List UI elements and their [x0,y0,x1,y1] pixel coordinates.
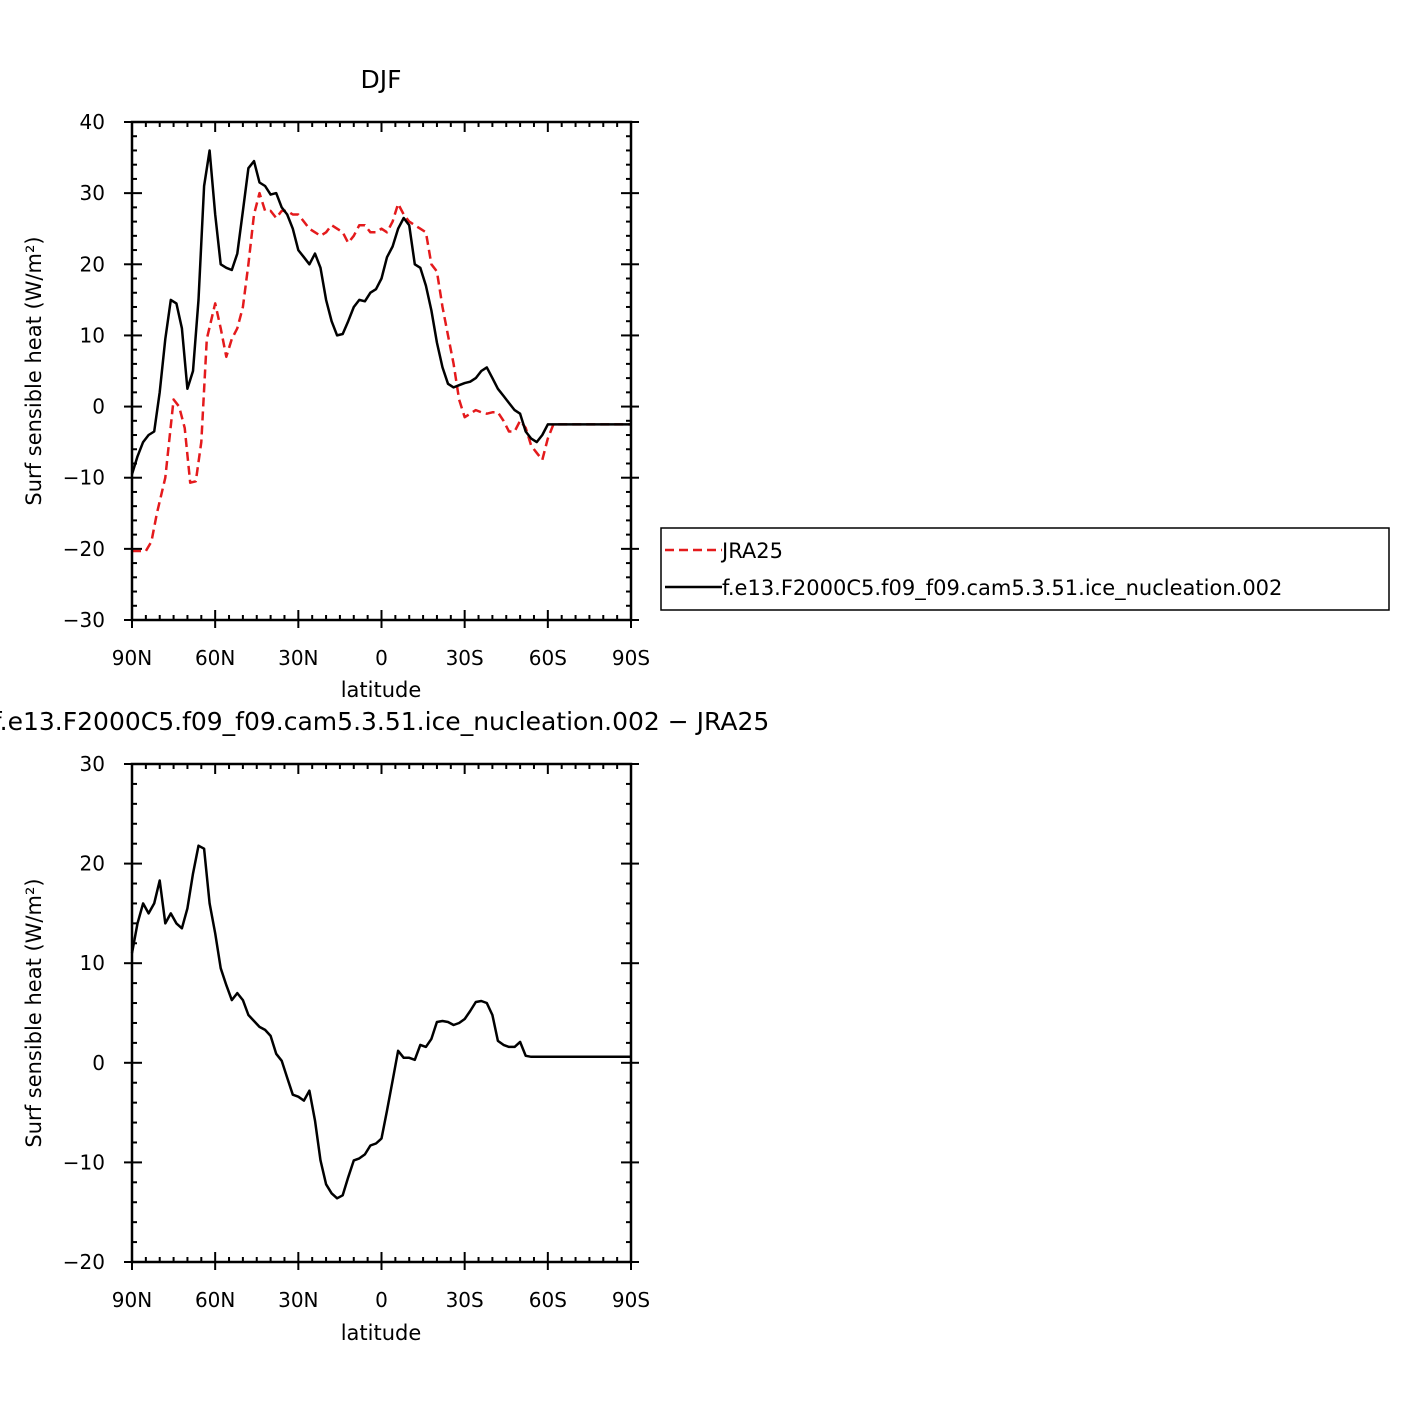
y-tick-label: 10 [80,951,105,975]
y-tick-label: −20 [63,1250,105,1274]
x-tick-label: 60S [529,1288,567,1312]
y-tick-label: 40 [80,110,105,134]
x-tick-label: 30S [446,646,484,670]
x-tick-label: 0 [375,646,388,670]
x-axis-label: latitude [341,678,422,702]
x-tick-label: 90S [612,1288,650,1312]
x-tick-label: 90N [112,1288,152,1312]
series-line-0 [132,191,631,553]
x-tick-label: 30N [278,1288,318,1312]
x-tick-label: 90S [612,646,650,670]
y-axis-label: Surf sensible heat (W/m²) [22,878,46,1147]
y-tick-label: 30 [80,181,105,205]
y-tick-label: 30 [80,752,105,776]
y-tick-label: 0 [92,1051,105,1075]
x-tick-label: 0 [375,1288,388,1312]
plot-frame [130,120,633,622]
x-tick-label: 60N [195,1288,235,1312]
panel-djf: DJF 90N 60N 30N 0 30S 60S 90S −30 −20 −10 0 10 20 30 4… [22,65,650,702]
y-tick-label: 10 [80,323,105,347]
y-tick-label: −30 [63,608,105,632]
x-axis-label: latitude [341,1321,422,1345]
y-tick-label: 20 [80,852,105,876]
legend-label-model: f.e13.F2000C5.f09_f09.cam5.3.51.ice_nucl… [722,576,1282,601]
chart-title: DJF [360,65,401,94]
legend-label-jra25: JRA25 [720,539,783,563]
y-tick-label: 0 [92,395,105,419]
x-tick-label: 30N [278,646,318,670]
panel-difference: f.e13.F2000C5.f09_f09.cam5.3.51.ice_nucl… [0,707,769,1345]
legend: JRA25 f.e13.F2000C5.f09_f09.cam5.3.51.ic… [660,527,1390,611]
y-tick-label: −20 [63,537,105,561]
y-axis-label: Surf sensible heat (W/m²) [22,236,46,505]
series-line-1 [130,149,631,475]
series-line-0 [130,844,631,1200]
legend-box [660,527,1390,611]
x-tick-label: 90N [112,646,152,670]
y-tick-label: −10 [63,1150,105,1174]
x-tick-label: 30S [446,1288,484,1312]
x-tick-label: 60N [195,646,235,670]
x-tick-label: 60S [529,646,567,670]
plot-frame [130,762,633,1264]
y-tick-label: 20 [80,252,105,276]
chart-title: f.e13.F2000C5.f09_f09.cam5.3.51.ice_nucl… [0,707,769,736]
y-tick-label: −10 [63,466,105,490]
